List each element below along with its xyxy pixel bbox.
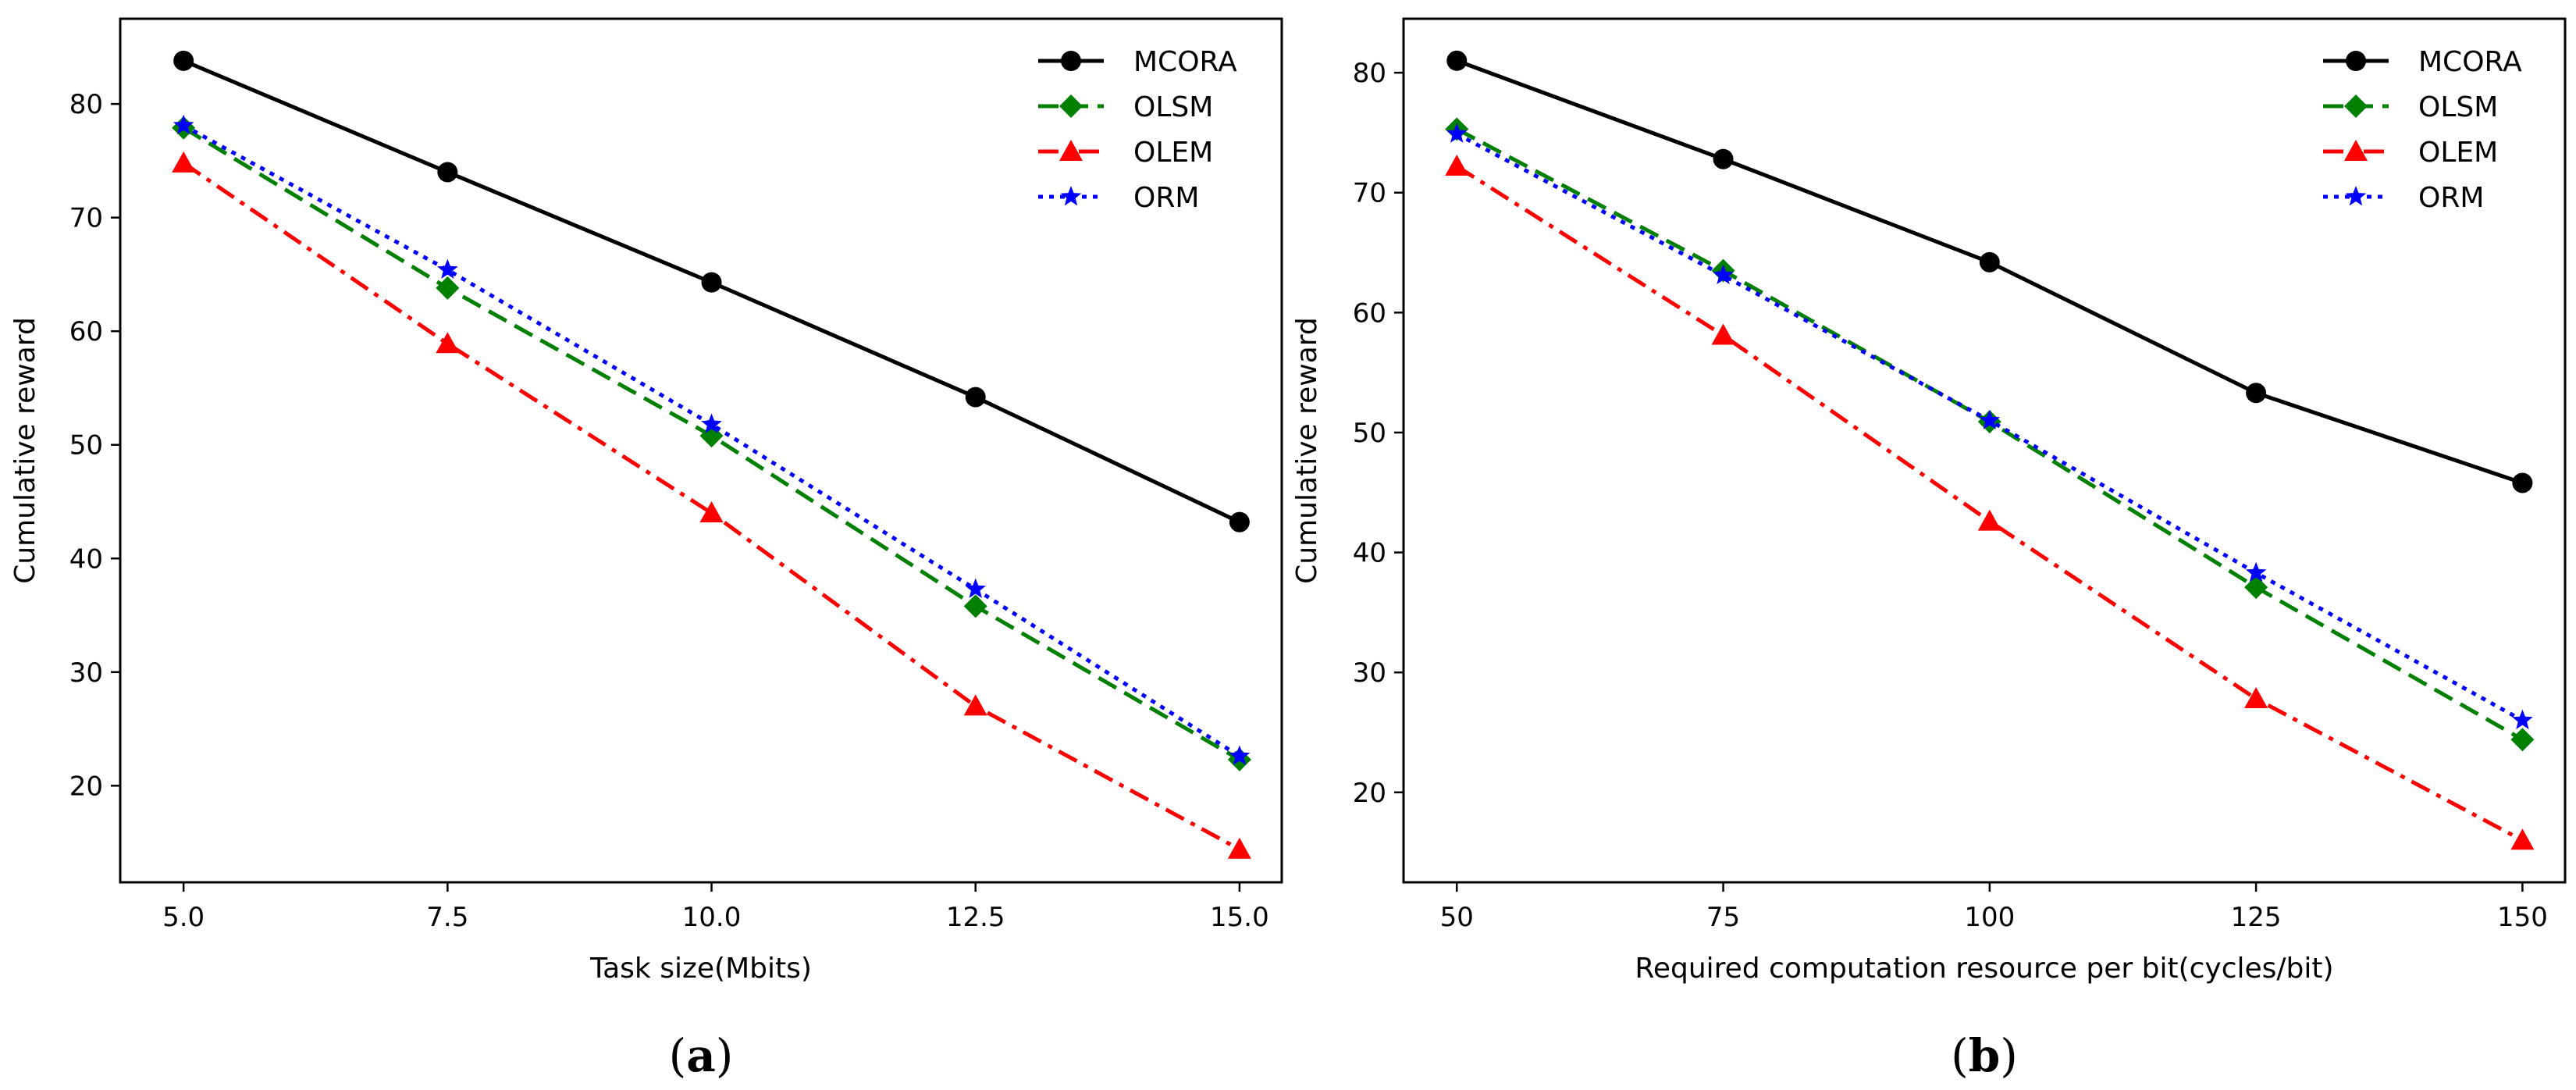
y-tick-label: 50: [69, 430, 103, 461]
data-point-mcora: [1713, 148, 1734, 169]
data-point-mcora: [2512, 472, 2533, 493]
data-point-olem: [1227, 837, 1251, 859]
data-point-olsm: [2510, 728, 2535, 752]
y-tick-label: 40: [1353, 538, 1386, 569]
data-point-mcora: [1229, 511, 1250, 533]
legend: MCORA OLSM OLEM ORM: [2323, 46, 2522, 214]
y-tick-label: 40: [69, 543, 103, 575]
data-point-orm: [965, 578, 987, 598]
legend-marker-mcora: [2346, 51, 2366, 71]
legend-label-orm: ORM: [1133, 182, 1199, 214]
series-mcora: [1446, 50, 2533, 493]
series-olsm: [172, 116, 1251, 771]
series-orm: [173, 114, 1251, 765]
y-tick-label: 20: [1353, 778, 1386, 809]
x-tick-label: 7.5: [426, 902, 468, 933]
legend-marker-orm: [1060, 186, 1082, 206]
y-tick-label: 60: [69, 316, 103, 347]
data-point-mcora: [1979, 251, 2000, 272]
legend-label-olsm: OLSM: [1133, 91, 1213, 123]
data-point-olem: [963, 694, 987, 716]
data-point-olem: [2244, 686, 2268, 708]
data-point-orm: [1446, 123, 1468, 143]
data-point-orm: [1229, 745, 1251, 765]
data-point-olem: [436, 332, 460, 354]
legend-label-olsm: OLSM: [2418, 91, 2498, 123]
data-point-olem: [1445, 154, 1469, 176]
legend-marker-olsm: [2344, 94, 2368, 118]
series-olem: [1445, 154, 2535, 850]
series-olsm: [1445, 117, 2535, 752]
y-tick-label: 70: [1353, 178, 1386, 209]
chart-panel-a: 5.0 7.5 10.0 12.5 15.0 20 30 40 50 60 70 80 Task siz…: [9, 17, 1283, 1082]
series-orm: [1446, 123, 2533, 729]
data-point-orm: [2245, 561, 2267, 582]
x-tick-label: 15.0: [1210, 902, 1269, 933]
plot-frame: [1402, 17, 2567, 884]
panel-label: (a): [669, 1029, 734, 1082]
y-tick-label: 20: [69, 771, 103, 802]
legend-label-olem: OLEM: [2418, 137, 2498, 169]
plot-frame: [119, 17, 1283, 884]
x-tick-label: 100: [1964, 902, 2015, 933]
y-tick-label: 50: [1353, 418, 1386, 449]
legend-marker-olem: [2344, 140, 2368, 161]
chart-panel-b: 50 75 100 125 150 20 30 40 50 60 70 80 Required comp…: [1291, 17, 2567, 1082]
data-point-olsm: [963, 594, 987, 618]
y-tick-label: 30: [69, 657, 103, 689]
data-point-mcora: [173, 50, 194, 71]
series-mcora: [173, 50, 1250, 533]
legend-label-orm: ORM: [2418, 182, 2484, 214]
data-point-orm: [701, 413, 722, 433]
y-tick-label: 60: [1353, 297, 1386, 329]
legend-label-olem: OLEM: [1133, 137, 1213, 169]
panel-label: (b): [1951, 1029, 2018, 1082]
x-tick-label: 125: [2231, 902, 2282, 933]
x-axis-label: Required computation resource per bit(cy…: [1635, 953, 2333, 985]
data-point-orm: [173, 114, 194, 135]
y-tick-label: 80: [1353, 58, 1386, 89]
x-tick-label: 75: [1706, 902, 1740, 933]
y-tick-label: 80: [69, 89, 103, 120]
data-point-olem: [172, 151, 196, 173]
legend-label-mcora: MCORA: [2418, 46, 2522, 78]
series-line-olem: [182, 161, 1241, 851]
legend-marker-olem: [1059, 140, 1083, 161]
data-point-olem: [1977, 509, 2001, 531]
legend-marker-orm: [2345, 186, 2367, 206]
data-point-mcora: [965, 386, 986, 408]
y-axis-label: Cumulative reward: [1291, 317, 1323, 584]
data-point-orm: [1713, 264, 1734, 285]
data-point-orm: [437, 258, 458, 279]
series-line-orm: [182, 123, 1241, 758]
data-point-olem: [2510, 828, 2535, 850]
data-point-olem: [699, 501, 724, 523]
y-tick-label: 70: [69, 203, 103, 234]
data-point-olsm: [2244, 575, 2268, 600]
x-tick-label: 150: [2497, 902, 2548, 933]
x-tick-label: 5.0: [162, 902, 205, 933]
series-olem: [172, 151, 1251, 859]
legend-marker-olsm: [1059, 94, 1083, 118]
data-point-olsm: [436, 276, 460, 300]
data-point-olem: [1711, 323, 1735, 345]
x-tick-label: 50: [1440, 902, 1474, 933]
legend-label-mcora: MCORA: [1133, 46, 1237, 78]
x-tick-label: 12.5: [946, 902, 1005, 933]
legend-marker-mcora: [1061, 51, 1081, 71]
x-tick-label: 10.0: [682, 902, 742, 933]
data-point-mcora: [2246, 383, 2267, 404]
data-point-mcora: [1446, 50, 1468, 71]
data-point-orm: [2512, 709, 2533, 729]
data-point-mcora: [437, 162, 458, 183]
x-axis-label: Task size(Mbits): [589, 953, 812, 985]
legend: MCORA OLSM OLEM ORM: [1038, 46, 1237, 214]
y-tick-label: 30: [1353, 657, 1386, 689]
series-line-olsm: [1456, 127, 2524, 742]
data-point-orm: [1979, 409, 2001, 429]
data-point-mcora: [701, 272, 722, 293]
y-axis-label: Cumulative reward: [9, 317, 41, 584]
